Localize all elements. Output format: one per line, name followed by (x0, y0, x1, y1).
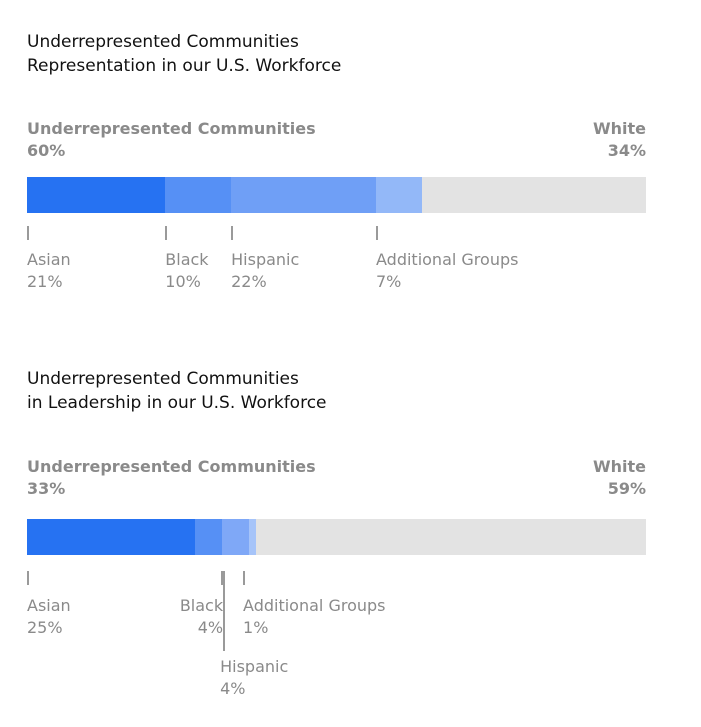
left-group-label: Underrepresented Communities 60% (27, 118, 316, 162)
chart-title-line-1: Underrepresented Communities (27, 32, 299, 52)
category-value: 25% (27, 618, 63, 637)
stacked-bar (27, 519, 646, 555)
category-label: Hispanic 4% (220, 656, 288, 700)
chart-title-line-2: in Leadership in our U.S. Workforce (27, 393, 327, 413)
right-group-value: 34% (607, 141, 646, 160)
bar-segment-black (195, 519, 223, 555)
category-value: 4% (220, 679, 246, 698)
right-group-name: White (592, 119, 646, 138)
right-group-label: White 34% (593, 118, 646, 162)
category-name: Asian (27, 596, 71, 615)
bar-segment-asian (27, 519, 196, 555)
chart-title: Underrepresented Communities in Leadersh… (27, 367, 327, 415)
category-label: Asian 21% (27, 249, 71, 293)
category-label: Additional Groups 7% (376, 249, 518, 293)
right-group-value: 59% (607, 479, 646, 498)
bar-segment-additional-groups (249, 519, 256, 555)
category-label: Asian 25% (27, 595, 71, 639)
category-name: Hispanic (231, 250, 300, 269)
bar-segment-additional-groups (376, 177, 423, 213)
category-name: Black (165, 250, 209, 269)
category-value: 22% (231, 272, 267, 291)
tick-mark (223, 571, 225, 651)
category-value: 10% (165, 272, 201, 291)
category-name: Black (179, 596, 224, 615)
category-value: 21% (27, 272, 63, 291)
tick-mark (27, 226, 29, 240)
tick-mark (231, 226, 233, 240)
category-value: 4% (197, 618, 224, 637)
chart-title: Underrepresented Communities Representat… (27, 30, 341, 78)
bar-segment-hispanic (231, 177, 376, 213)
category-label: Additional Groups 1% (243, 595, 385, 639)
bar-segment-black (165, 177, 232, 213)
left-group-name: Underrepresented Communities (27, 119, 316, 138)
category-value: 7% (376, 272, 402, 291)
stacked-bar (27, 177, 646, 213)
bar-segment-hispanic (222, 519, 250, 555)
tick-mark (243, 571, 245, 585)
bar-segment-asian (27, 177, 166, 213)
left-group-value: 60% (27, 141, 66, 160)
chart-title-line-2: Representation in our U.S. Workforce (27, 56, 342, 76)
right-group-label: White 59% (593, 456, 646, 500)
tick-mark (221, 571, 223, 585)
category-name: Additional Groups (243, 596, 386, 615)
category-label: Black 10% (165, 249, 208, 293)
category-label: Black 4% (180, 595, 223, 639)
left-group-value: 33% (27, 479, 66, 498)
tick-mark (27, 571, 29, 585)
tick-mark (376, 226, 378, 240)
right-group-name: White (592, 457, 646, 476)
category-name: Hispanic (220, 657, 289, 676)
left-group-label: Underrepresented Communities 33% (27, 456, 316, 500)
left-group-name: Underrepresented Communities (27, 457, 316, 476)
category-value: 1% (243, 618, 269, 637)
category-label: Hispanic 22% (231, 249, 299, 293)
category-name: Additional Groups (376, 250, 519, 269)
tick-mark (165, 226, 167, 240)
chart-title-line-1: Underrepresented Communities (27, 369, 299, 389)
category-name: Asian (27, 250, 71, 269)
